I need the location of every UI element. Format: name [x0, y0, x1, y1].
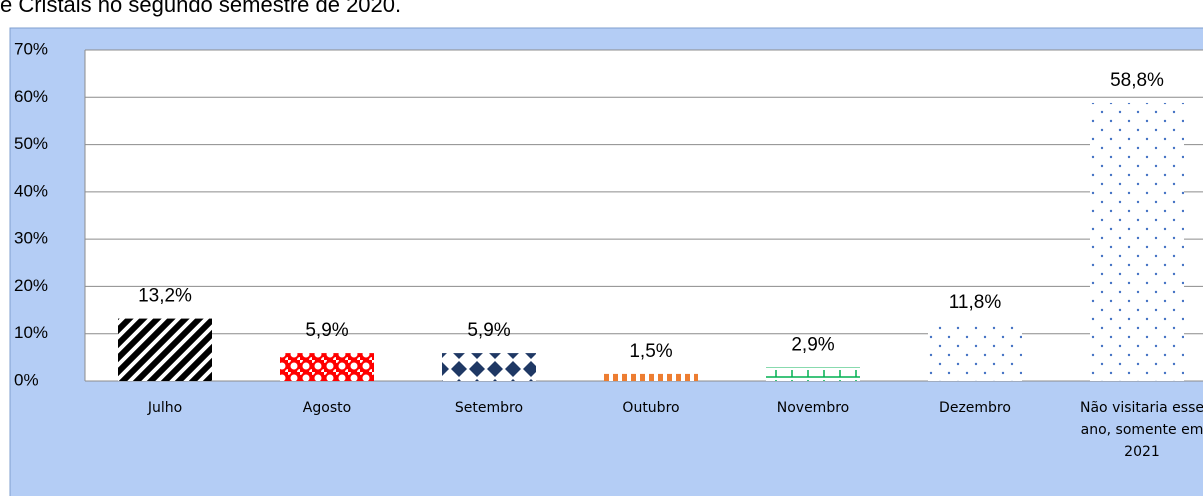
y-tick-label: 0% — [14, 370, 39, 389]
data-label: 5,9% — [467, 320, 510, 341]
bar — [280, 353, 374, 381]
x-tick-label: Não visitaria esse ano, somente em 2021 — [1080, 400, 1203, 460]
bar — [766, 367, 860, 381]
y-tick-label: 40% — [14, 181, 48, 200]
data-label: 2,9% — [791, 334, 834, 355]
bar — [442, 353, 536, 381]
data-label: 58,8% — [1110, 70, 1164, 91]
bar — [928, 325, 1022, 381]
data-label: 1,5% — [629, 341, 672, 362]
x-tick-label: Julho — [147, 400, 182, 416]
y-tick-label: 50% — [14, 134, 48, 153]
x-tick-label: Setembro — [455, 400, 523, 416]
y-tick-label: 30% — [14, 229, 48, 248]
data-label: 5,9% — [305, 320, 348, 341]
x-tick-label: Outubro — [622, 400, 679, 416]
x-tick-label: Agosto — [303, 400, 351, 416]
x-tick-label: Dezembro — [939, 400, 1011, 416]
y-tick-label: 60% — [14, 87, 48, 106]
y-tick-label: 10% — [14, 323, 48, 342]
data-label: 13,2% — [138, 286, 192, 307]
bar — [604, 373, 698, 381]
y-tick-label: 20% — [14, 276, 48, 295]
plot-area — [85, 50, 1203, 381]
bar — [118, 318, 212, 381]
chart-title: e Cristais no segundo semestre de 2020. — [0, 0, 401, 17]
x-tick-label: Novembro — [777, 400, 849, 416]
data-label: 11,8% — [949, 292, 1002, 313]
y-tick-label: 70% — [14, 39, 48, 58]
bar — [1090, 102, 1184, 382]
